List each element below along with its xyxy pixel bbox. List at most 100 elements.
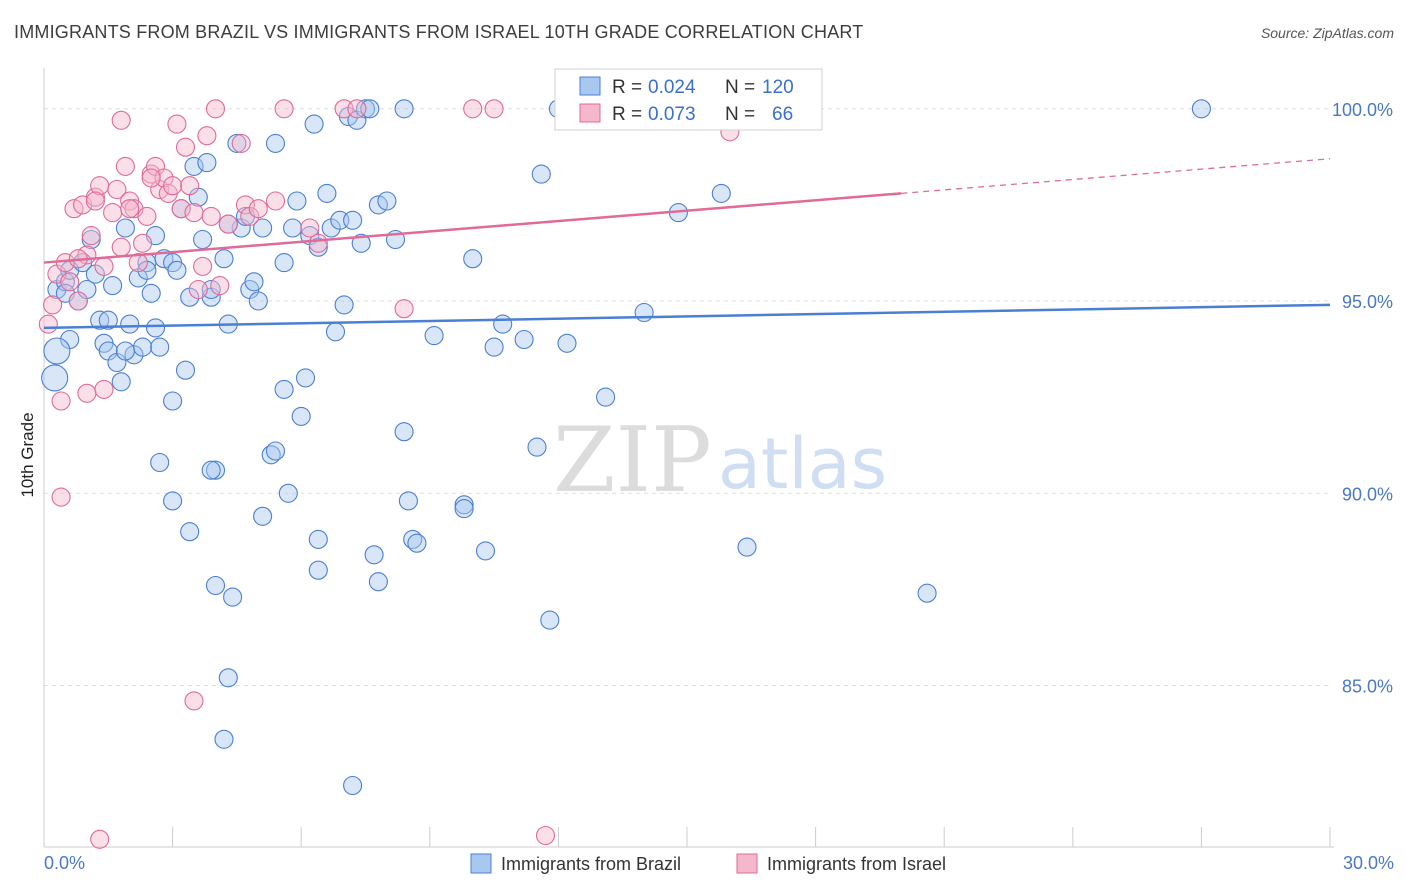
point-brazil-90: [737, 537, 757, 557]
point-brazil-12: [103, 276, 123, 296]
point-israel-36: [210, 276, 230, 296]
point-israel-32: [188, 279, 208, 300]
point-brazil-82: [531, 164, 551, 184]
point-israel-55: [94, 379, 114, 399]
point-brazil-31: [184, 156, 204, 176]
point-israel-14: [111, 237, 131, 257]
point-brazil-16: [120, 314, 140, 334]
point-brazil-105: [308, 560, 328, 580]
bottom-legend-label-brazil: Immigrants from Brazil: [501, 854, 681, 874]
point-brazil-86: [596, 387, 616, 407]
point-israel-53: [51, 391, 71, 411]
point-brazil-107: [343, 775, 363, 796]
point-israel-42: [265, 191, 286, 211]
legend-r-value-israel: 0.073: [648, 104, 696, 125]
point-brazil-119: [43, 337, 71, 365]
point-israel-47: [347, 99, 367, 119]
point-israel-27: [167, 114, 187, 134]
point-brazil-117: [115, 341, 135, 361]
point-brazil-104: [274, 379, 294, 399]
y-axis-label: 10th Grade: [18, 412, 37, 497]
point-israel-60: [141, 168, 161, 188]
point-brazil-92: [1191, 99, 1211, 119]
point-brazil-33: [193, 229, 213, 250]
point-israel-49: [463, 99, 483, 119]
point-brazil-21: [141, 283, 161, 303]
point-israel-59: [51, 487, 71, 507]
israel-points: [38, 99, 740, 849]
legend-swatch-brazil: [579, 76, 601, 96]
trendline-israel-extension: [901, 158, 1331, 194]
y-tick-label-85: 85.0%: [1342, 677, 1393, 697]
point-brazil-52: [291, 406, 311, 426]
point-israel-31: [184, 203, 204, 223]
point-israel-37: [218, 214, 238, 234]
point-brazil-72: [398, 491, 418, 511]
bottom-legend-swatch-israel: [736, 853, 758, 874]
point-brazil-47: [265, 441, 286, 461]
axes: [43, 68, 1334, 848]
point-brazil-103: [253, 506, 273, 526]
point-israel-29: [175, 137, 196, 157]
point-israel-48: [394, 299, 414, 319]
trendline-brazil: [43, 303, 1331, 330]
y-tick-label-90: 90.0%: [1342, 484, 1393, 504]
point-brazil-99: [205, 575, 226, 596]
point-brazil-43: [244, 272, 264, 292]
point-israel-15: [115, 156, 135, 176]
point-brazil-53: [295, 368, 316, 388]
point-brazil-96: [163, 491, 183, 511]
point-brazil-110: [407, 533, 427, 553]
trend-lines: [43, 158, 1331, 330]
legend-r-label-brazil: R =: [612, 77, 642, 98]
point-brazil-61: [334, 295, 354, 315]
point-israel-50: [484, 99, 504, 119]
point-israel-64: [85, 191, 105, 211]
point-israel-57: [90, 829, 110, 849]
point-brazil-78: [484, 337, 504, 357]
chart-title: IMMIGRANTS FROM BRAZIL VS IMMIGRANTS FRO…: [14, 22, 864, 42]
stats-legend: R = 0.024 N = 120 R = 0.073 N = 66: [554, 68, 823, 131]
point-brazil-111: [454, 499, 474, 519]
point-israel-8: [81, 226, 101, 246]
point-brazil-74: [424, 326, 444, 346]
legend-r-value-brazil: 0.024: [648, 77, 696, 98]
point-brazil-23: [150, 337, 170, 357]
point-brazil-36: [205, 460, 226, 480]
point-brazil-49: [278, 483, 298, 503]
point-brazil-80: [514, 329, 534, 350]
point-israel-20: [137, 206, 157, 226]
legend-r-label-israel: R =: [612, 104, 642, 125]
legend-n-value-israel: 66: [772, 104, 793, 125]
point-brazil-97: [180, 522, 200, 542]
point-brazil-44: [248, 291, 268, 311]
point-brazil-118: [394, 99, 414, 119]
point-brazil-77: [475, 541, 496, 561]
point-brazil-109: [368, 572, 388, 592]
point-brazil-55: [304, 114, 324, 134]
point-israel-33: [193, 256, 213, 276]
point-brazil-108: [364, 545, 384, 565]
legend-n-label-brazil: N =: [725, 77, 755, 98]
point-israel-13: [107, 179, 127, 200]
point-brazil-71: [394, 422, 414, 442]
bottom-legend-swatch-brazil: [470, 853, 492, 874]
point-brazil-84: [557, 333, 577, 353]
point-israel-19: [133, 233, 153, 253]
point-brazil-79: [493, 314, 513, 334]
trendline-israel: [43, 192, 902, 264]
point-brazil-69: [377, 191, 397, 211]
point-israel-5: [68, 291, 88, 311]
point-israel-44: [300, 218, 320, 238]
point-israel-34: [197, 126, 217, 146]
point-brazil-65: [351, 233, 371, 253]
point-brazil-87: [634, 302, 654, 323]
point-brazil-45: [253, 218, 273, 238]
bottom-legend-label-israel: Immigrants from Israel: [767, 854, 946, 874]
point-brazil-98: [201, 460, 221, 480]
point-brazil-95: [150, 452, 170, 473]
legend-swatch-israel: [579, 103, 601, 123]
point-brazil-94: [98, 310, 118, 330]
point-israel-61: [111, 110, 131, 130]
